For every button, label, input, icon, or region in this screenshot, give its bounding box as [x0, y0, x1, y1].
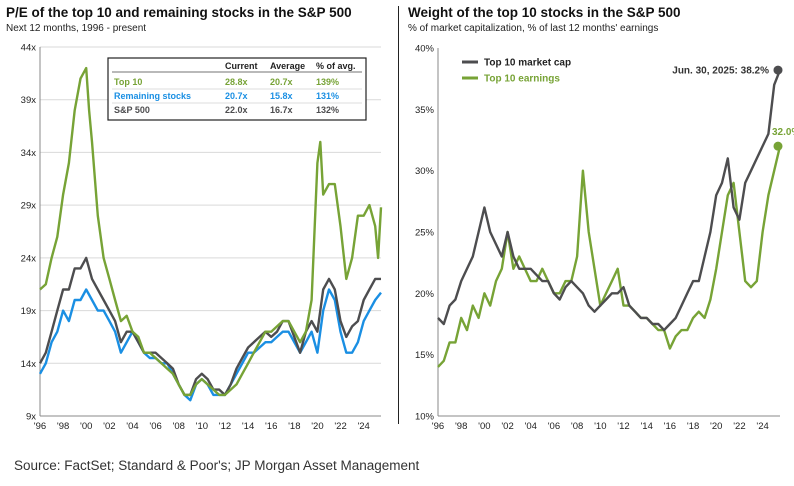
- pe-chart-title: P/E of the top 10 and remaining stocks i…: [6, 5, 352, 20]
- panel-divider: [398, 6, 399, 424]
- table-header: Current: [225, 61, 258, 71]
- x-tick-label: '02: [103, 421, 115, 432]
- x-tick-label: '98: [57, 421, 69, 432]
- x-tick-label: '96: [432, 421, 444, 432]
- x-tick-label: '12: [219, 421, 231, 432]
- table-row-pct: 132%: [316, 105, 339, 115]
- table-row-current: 20.7x: [225, 91, 248, 101]
- table-row-current: 28.8x: [225, 77, 248, 87]
- series-line-top-10-earnings: [437, 145, 782, 368]
- x-tick-label: '24: [357, 421, 369, 432]
- series-line-top-10-market-cap: [437, 69, 782, 332]
- table-row-label: Remaining stocks: [114, 91, 191, 101]
- y-tick-label: 14x: [21, 359, 37, 370]
- table-header: % of avg.: [316, 61, 356, 71]
- annotation-label: 32.0%: [772, 127, 794, 138]
- y-tick-label: 10%: [415, 412, 435, 423]
- y-tick-label: 9x: [26, 412, 36, 423]
- table-row-label: S&P 500: [114, 105, 150, 115]
- x-tick-label: '22: [334, 421, 346, 432]
- x-tick-label: '98: [455, 421, 467, 432]
- x-tick-label: '22: [733, 421, 745, 432]
- series-line-top-10: [39, 66, 383, 397]
- x-tick-label: '10: [196, 421, 208, 432]
- y-tick-label: 24x: [21, 253, 37, 264]
- x-tick-label: '06: [548, 421, 560, 432]
- pe-chart-svg: 9x 14x 19x 24x 29x 34x 39x 44x '96 '98 '00 '02 '04 '0…: [21, 43, 383, 432]
- x-tick-label: '16: [265, 421, 277, 432]
- weight-chart-panel: Weight of the top 10 stocks in the S&P 5…: [402, 0, 794, 432]
- table-row-pct: 139%: [316, 77, 339, 87]
- y-tick-label: 25%: [415, 228, 435, 239]
- x-tick-label: '04: [525, 421, 537, 432]
- weight-chart-title: Weight of the top 10 stocks in the S&P 5…: [408, 5, 681, 20]
- pe-chart-subtitle: Next 12 months, 1996 - present: [6, 23, 147, 34]
- y-tick-label: 35%: [415, 105, 435, 116]
- table-row-average: 16.7x: [270, 105, 293, 115]
- x-tick-label: '24: [756, 421, 768, 432]
- table-row-pct: 131%: [316, 91, 339, 101]
- table-row-label: Top 10: [114, 77, 142, 87]
- table-row-average: 20.7x: [270, 77, 293, 87]
- legend-label: Top 10 market cap: [484, 58, 571, 69]
- x-tick-label: '20: [311, 421, 323, 432]
- x-tick-label: '96: [34, 421, 46, 432]
- x-tick-label: '18: [288, 421, 300, 432]
- weight-chart-svg: 10% 15% 20% 25% 30% 35% 40% '96 '98 '00 '02 '04 '06 '…: [415, 44, 794, 433]
- y-tick-label: 20%: [415, 289, 435, 300]
- endpoint-marker: [773, 65, 783, 75]
- x-tick-label: '02: [501, 421, 513, 432]
- legend-label: Top 10 earnings: [484, 74, 560, 85]
- y-tick-label: 40%: [415, 44, 435, 55]
- series-line-s-p-500: [38, 256, 381, 397]
- annotation-label: Jun. 30, 2025: 38.2%: [672, 66, 769, 77]
- x-tick-label: '16: [664, 421, 676, 432]
- series-line-remaining-stocks: [38, 288, 382, 402]
- x-tick-label: '00: [80, 421, 92, 432]
- y-tick-label: 44x: [21, 43, 37, 54]
- pe-chart-panel: P/E of the top 10 and remaining stocks i…: [0, 0, 392, 432]
- x-tick-label: '14: [242, 421, 254, 432]
- y-tick-label: 39x: [21, 95, 37, 106]
- x-tick-label: '08: [571, 421, 583, 432]
- table-row-average: 15.8x: [270, 91, 293, 101]
- x-tick-label: '12: [617, 421, 629, 432]
- x-tick-label: '14: [640, 421, 652, 432]
- table-row-current: 22.0x: [225, 105, 248, 115]
- y-tick-label: 15%: [415, 350, 435, 361]
- y-tick-label: 29x: [21, 201, 37, 212]
- x-tick-label: '08: [173, 421, 185, 432]
- x-tick-label: '18: [687, 421, 699, 432]
- x-tick-label: '20: [710, 421, 722, 432]
- y-tick-label: 19x: [21, 306, 37, 317]
- x-tick-label: '06: [149, 421, 161, 432]
- x-tick-label: '10: [594, 421, 606, 432]
- x-tick-label: '00: [478, 421, 490, 432]
- x-tick-label: '04: [126, 421, 138, 432]
- y-tick-label: 30%: [415, 166, 435, 177]
- table-header: Average: [270, 61, 305, 71]
- weight-chart-subtitle: % of market capitalization, % of last 12…: [408, 23, 659, 34]
- source-note: Source: FactSet; Standard & Poor's; JP M…: [14, 458, 420, 473]
- y-tick-label: 34x: [21, 148, 37, 159]
- endpoint-marker: [773, 141, 783, 151]
